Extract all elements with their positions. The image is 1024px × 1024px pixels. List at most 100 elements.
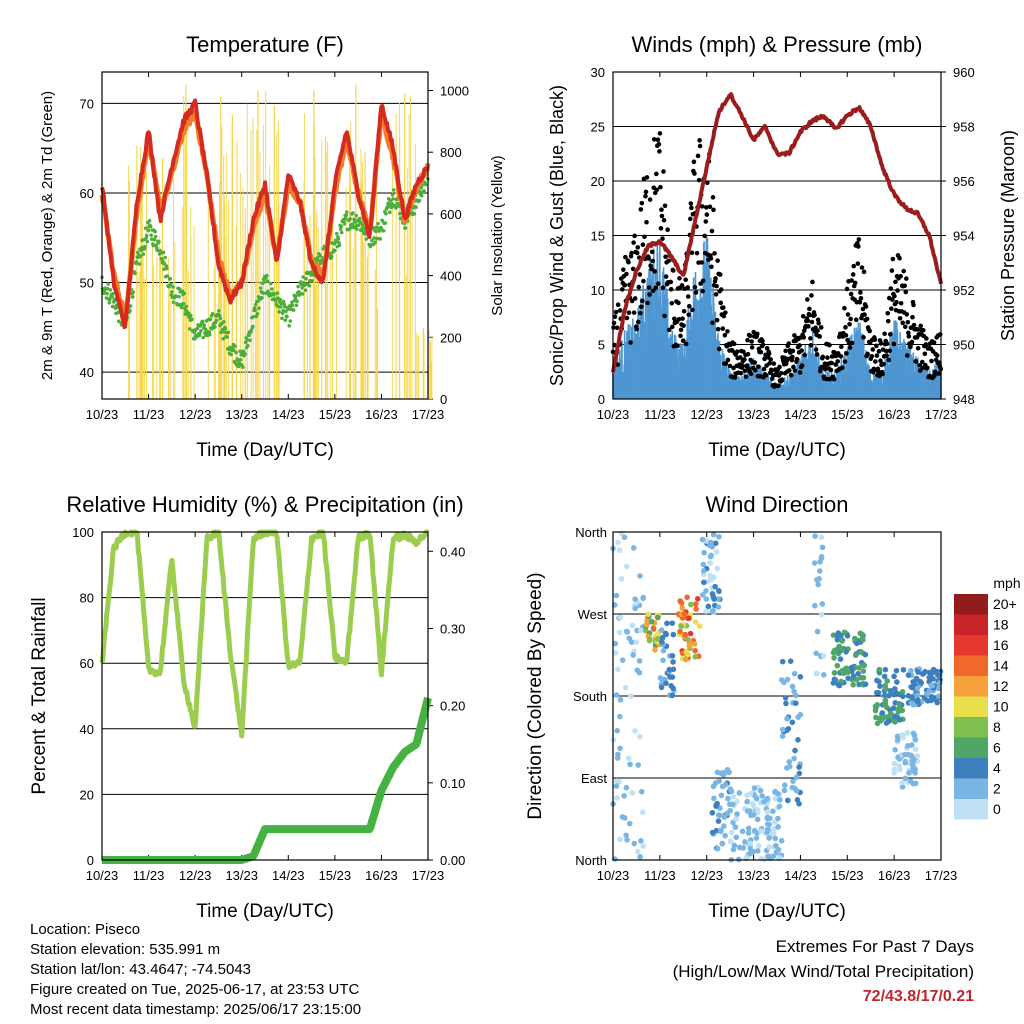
gust-point — [909, 339, 915, 345]
gust-point — [738, 370, 744, 376]
direction-point — [623, 563, 630, 570]
x-tick-label: 10/23 — [86, 868, 119, 883]
dewpoint-point — [151, 243, 156, 248]
direction-point — [684, 636, 691, 643]
dewpoint-point — [168, 276, 172, 281]
direction-point — [892, 719, 898, 725]
x-tick-label: 16/23 — [878, 407, 911, 422]
dewpoint-point — [344, 213, 349, 218]
gust-point — [776, 383, 781, 389]
direction-point — [766, 844, 773, 850]
gust-point — [810, 279, 815, 285]
direction-point — [816, 575, 822, 582]
gust-point — [688, 216, 693, 222]
y-axis-title: Direction (Colored By Speed) — [525, 572, 546, 819]
y-tick-label: 5 — [598, 338, 605, 353]
gust-point — [856, 244, 861, 249]
direction-point — [914, 692, 921, 699]
direction-point — [617, 745, 623, 752]
gust-point — [889, 306, 894, 311]
gust-point — [747, 333, 753, 339]
gust-point — [869, 353, 875, 359]
gust-point — [742, 368, 748, 374]
dewpoint-point — [290, 300, 294, 305]
gust-point — [760, 338, 765, 344]
direction-point — [796, 770, 803, 777]
x-tick-label: 16/23 — [878, 868, 911, 883]
gust-point — [778, 370, 784, 376]
direction-point — [830, 680, 837, 686]
gust-point — [669, 324, 675, 330]
gust-point — [884, 341, 890, 346]
direction-point — [884, 678, 891, 684]
direction-point — [779, 658, 786, 665]
direction-point — [848, 664, 855, 671]
dewpoint-point — [329, 254, 334, 259]
x-tick-label: 16/23 — [365, 868, 398, 883]
gust-point — [769, 368, 775, 373]
direction-point — [924, 691, 931, 697]
gust-point — [710, 320, 715, 326]
direction-point — [720, 771, 727, 778]
direction-point — [779, 726, 786, 733]
gust-point — [847, 345, 853, 350]
gust-point — [714, 317, 720, 323]
direction-point — [854, 640, 860, 647]
direction-point — [692, 654, 699, 660]
direction-point — [701, 549, 707, 556]
chart-title: Relative Humidity (%) & Precipitation (i… — [66, 492, 463, 517]
gust-point — [686, 303, 692, 309]
direction-point — [681, 610, 688, 617]
direction-point — [667, 674, 673, 680]
direction-point — [816, 568, 823, 574]
gust-point — [903, 289, 909, 295]
gust-point — [936, 371, 942, 376]
direction-point — [839, 638, 845, 644]
direction-point — [764, 815, 771, 822]
direction-point — [896, 763, 903, 769]
gust-point — [720, 326, 726, 331]
colorbar-swatch — [954, 614, 988, 635]
direction-point — [784, 765, 790, 771]
gust-point — [919, 359, 925, 365]
gust-point — [727, 363, 733, 369]
y-tick-label: North — [575, 853, 607, 868]
gust-point — [898, 273, 903, 279]
gust-point — [677, 275, 682, 281]
gust-point — [700, 288, 705, 294]
dewpoint-point — [153, 234, 158, 239]
direction-point — [892, 713, 898, 720]
y-tick-label: 25 — [591, 120, 605, 135]
gust-point — [697, 143, 703, 149]
direction-point — [891, 760, 898, 767]
dewpoint-point — [333, 248, 337, 253]
gust-point — [910, 314, 915, 320]
gust-point — [851, 263, 857, 269]
colorbar-swatch — [954, 737, 988, 758]
rh-line — [99, 529, 430, 739]
x-axis-title: Time (Day/UTC) — [708, 440, 846, 461]
gust-point — [680, 316, 685, 321]
direction-point — [636, 658, 643, 664]
direction-point — [716, 588, 722, 594]
direction-point — [736, 790, 743, 796]
gust-point — [679, 283, 685, 288]
direction-point — [658, 684, 665, 691]
direction-point — [711, 596, 717, 602]
direction-point — [660, 647, 667, 654]
dewpoint-point — [248, 338, 252, 343]
gust-point — [643, 189, 649, 195]
gust-point — [839, 344, 844, 350]
direction-point — [663, 631, 670, 638]
direction-point — [652, 647, 658, 653]
gust-point — [650, 288, 656, 294]
direction-point — [636, 733, 643, 740]
dewpoint-point — [144, 233, 149, 238]
gust-point — [850, 272, 856, 277]
dewpoint-point — [236, 358, 240, 363]
direction-point — [899, 689, 906, 695]
direction-point — [934, 672, 941, 678]
direction-point — [631, 840, 638, 847]
y-tick-right-label: 1000 — [440, 84, 469, 99]
y-tick-label: 20 — [80, 787, 94, 802]
